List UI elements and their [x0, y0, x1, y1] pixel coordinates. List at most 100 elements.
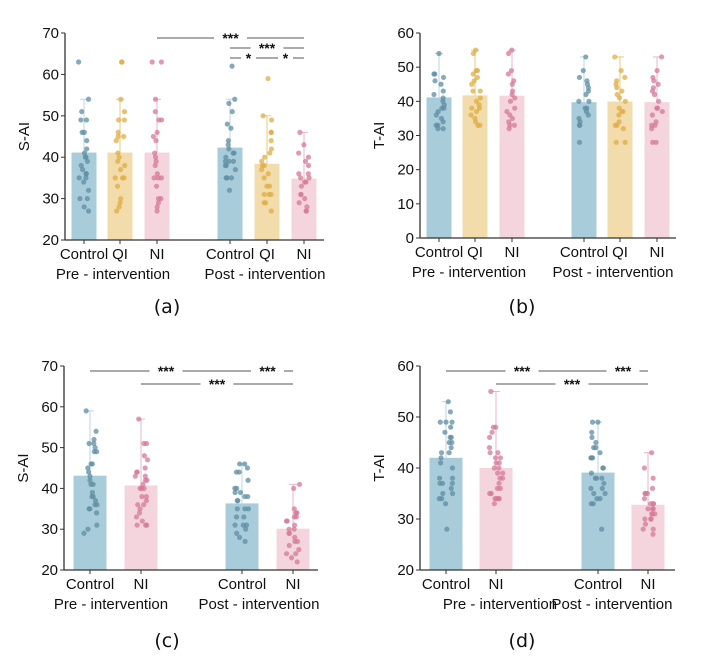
- x-tick-label: NI: [650, 244, 665, 261]
- data-point: [114, 183, 121, 189]
- data-point: [152, 96, 159, 102]
- y-tick-label: 40: [42, 149, 59, 166]
- x-tick-label: NI: [134, 576, 149, 593]
- data-point: [113, 138, 119, 144]
- bar-group-ni-post: [631, 450, 665, 571]
- significance-label: *: [246, 50, 252, 66]
- data-point: [476, 105, 483, 111]
- data-point: [155, 200, 162, 206]
- data-point: [436, 50, 442, 57]
- data-point: [153, 158, 159, 164]
- data-point: [303, 208, 309, 214]
- data-point: [154, 204, 160, 210]
- data-point: [136, 416, 142, 422]
- data-point: [449, 490, 456, 497]
- x-tick-label: NI: [286, 576, 301, 593]
- y-axis-label: S-AI: [15, 453, 32, 482]
- significance-label: *: [283, 50, 289, 66]
- data-point: [622, 98, 628, 104]
- x-tick-label: Control: [206, 246, 254, 263]
- data-point: [84, 146, 90, 152]
- data-point: [83, 408, 89, 414]
- data-point: [576, 98, 582, 104]
- data-point: [448, 445, 454, 451]
- data-point: [291, 485, 297, 491]
- panel-caption: (b): [509, 296, 536, 318]
- data-point: [152, 150, 158, 156]
- data-point: [265, 75, 271, 82]
- data-point: [448, 485, 454, 491]
- data-point: [650, 475, 656, 481]
- data-point: [78, 162, 84, 169]
- y-tick-label: 70: [42, 25, 59, 42]
- data-point: [293, 510, 299, 516]
- group-label: Post - intervention: [199, 596, 320, 613]
- bar-group-ni-pre: [499, 47, 525, 239]
- significance-marker: *: [230, 50, 267, 66]
- x-tick-label: QI: [467, 244, 483, 261]
- data-point: [614, 122, 620, 128]
- data-point: [154, 129, 160, 135]
- bar-group-ni-post: [276, 481, 310, 571]
- data-point: [588, 485, 594, 491]
- data-point: [223, 175, 229, 181]
- data-point: [85, 187, 92, 193]
- data-point: [294, 559, 300, 565]
- data-point: [76, 59, 82, 65]
- data-point: [494, 496, 500, 502]
- bar-group-ni-post: [644, 54, 670, 239]
- data-point: [137, 485, 143, 491]
- data-point: [492, 455, 499, 461]
- y-tick-label: 70: [41, 358, 58, 375]
- data-point: [576, 139, 583, 145]
- group-label: Post - intervention: [552, 596, 673, 613]
- data-point: [81, 204, 87, 210]
- data-point: [487, 450, 493, 456]
- data-point: [226, 187, 233, 193]
- data-point: [283, 551, 290, 557]
- data-point: [292, 534, 298, 540]
- y-tick-label: 30: [41, 521, 58, 538]
- bar: [73, 475, 107, 571]
- data-point: [470, 88, 476, 94]
- data-point: [94, 522, 100, 528]
- data-point: [154, 171, 160, 177]
- data-point: [437, 419, 443, 425]
- data-point: [293, 551, 299, 557]
- significance-marker: *: [267, 50, 304, 66]
- significance-label: ***: [158, 363, 175, 379]
- data-point: [86, 440, 92, 447]
- data-point: [121, 175, 127, 181]
- bar: [291, 178, 317, 241]
- data-point: [593, 475, 600, 481]
- x-tick-label: NI: [489, 576, 504, 593]
- bar-group-control-post: [217, 63, 243, 241]
- data-point: [84, 158, 91, 164]
- data-point: [86, 469, 92, 475]
- data-point: [93, 428, 99, 434]
- data-point: [286, 526, 292, 532]
- bar: [429, 457, 463, 571]
- data-point: [616, 95, 623, 101]
- data-point: [79, 129, 85, 135]
- data-point: [93, 510, 100, 516]
- data-point: [298, 183, 305, 189]
- data-point: [141, 440, 147, 447]
- data-point: [291, 514, 298, 520]
- data-point: [141, 502, 147, 508]
- significance-label: ***: [514, 363, 531, 379]
- data-point: [232, 522, 238, 528]
- data-point: [305, 154, 312, 160]
- data-point: [654, 105, 660, 111]
- data-point: [83, 117, 90, 123]
- panel-c: Control NI Pre - intervention Control NI Post…: [15, 358, 319, 652]
- data-point: [440, 126, 446, 132]
- data-point: [261, 154, 268, 160]
- data-point: [509, 81, 515, 87]
- data-point: [616, 112, 622, 118]
- significance-marker: ***: [496, 376, 648, 392]
- data-point: [152, 154, 159, 160]
- data-point: [477, 88, 483, 94]
- bar: [607, 101, 633, 239]
